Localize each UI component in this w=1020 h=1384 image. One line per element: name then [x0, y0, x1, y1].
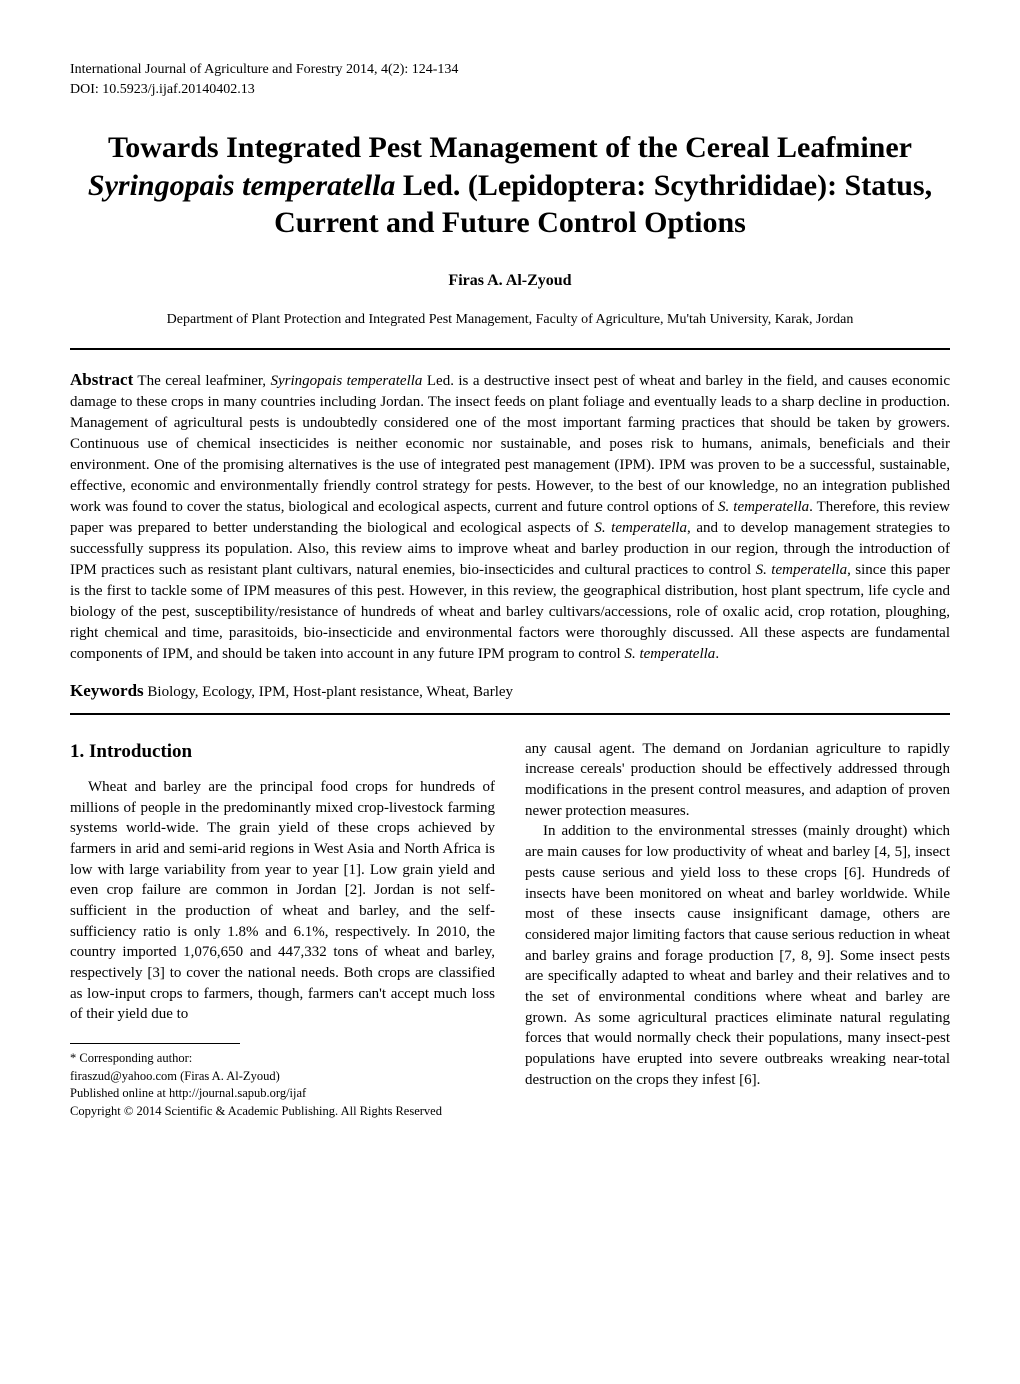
abstract-italic-2: S. temperatella: [718, 499, 809, 515]
paper-title: Towards Integrated Pest Management of th…: [70, 129, 950, 242]
footnote-copyright: Copyright © 2014 Scientific & Academic P…: [70, 1103, 495, 1121]
abstract-italic-1: Syringopais temperatella: [271, 373, 423, 389]
abstract-text-1: The cereal leafminer,: [133, 373, 270, 389]
abstract-text-6: .: [715, 646, 719, 662]
journal-line: International Journal of Agriculture and…: [70, 60, 950, 80]
abstract-italic-3: S. temperatella: [594, 520, 687, 536]
journal-header: International Journal of Agriculture and…: [70, 60, 950, 99]
abstract-label: Abstract: [70, 370, 133, 389]
left-column: 1. Introduction Wheat and barley are the…: [70, 739, 495, 1120]
keywords-label: Keywords: [70, 681, 144, 700]
abstract-text-2: Led. is a destructive insect pest of whe…: [70, 373, 950, 515]
abstract-italic-5: S. temperatella: [624, 646, 715, 662]
body-columns: 1. Introduction Wheat and barley are the…: [70, 739, 950, 1120]
keywords-text: Biology, Ecology, IPM, Host-plant resist…: [144, 684, 513, 700]
footnote-url: Published online at http://journal.sapub…: [70, 1085, 495, 1103]
footnote-block: * Corresponding author: firaszud@yahoo.c…: [70, 1050, 495, 1120]
divider-bottom: [70, 713, 950, 715]
footnote-email: firaszud@yahoo.com (Firas A. Al-Zyoud): [70, 1068, 495, 1086]
right-column: any causal agent. The demand on Jordania…: [525, 739, 950, 1120]
intro-paragraph-left: Wheat and barley are the principal food …: [70, 777, 495, 1025]
author-name: Firas A. Al-Zyoud: [70, 272, 950, 290]
footnote-corresponding: * Corresponding author:: [70, 1050, 495, 1068]
keywords: Keywords Biology, Ecology, IPM, Host-pla…: [70, 681, 950, 701]
doi-line: DOI: 10.5923/j.ijaf.20140402.13: [70, 80, 950, 100]
author-affiliation: Department of Plant Protection and Integ…: [70, 312, 950, 328]
divider-top: [70, 348, 950, 350]
intro-paragraph-right-2: In addition to the environmental stresse…: [525, 821, 950, 1090]
intro-paragraph-right-1: any causal agent. The demand on Jordania…: [525, 739, 950, 822]
section-1-heading: 1. Introduction: [70, 739, 495, 765]
title-italic: Syringopais temperatella: [88, 169, 396, 202]
footnote-rule: [70, 1043, 240, 1044]
title-part-1: Towards Integrated Pest Management of th…: [108, 131, 912, 164]
abstract-italic-4: S. temperatella: [756, 562, 848, 578]
abstract: Abstract The cereal leafminer, Syringopa…: [70, 368, 950, 665]
